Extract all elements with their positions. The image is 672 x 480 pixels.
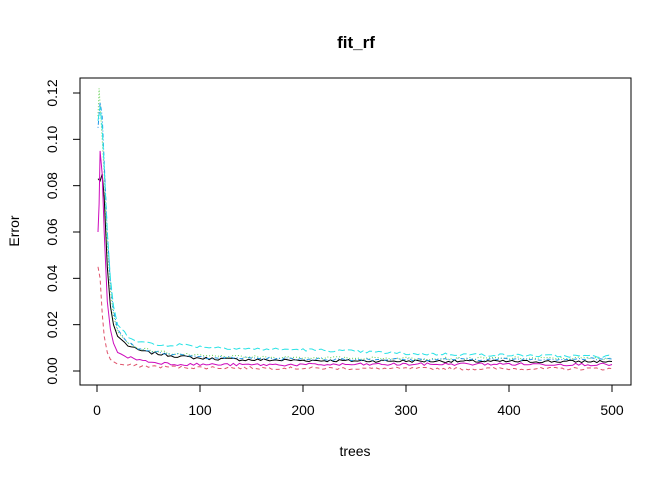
y-tick-label: 0.12 <box>44 79 60 106</box>
y-axis-label: Error <box>6 215 22 246</box>
x-axis: 0 100 200 300 400 500 <box>93 384 624 418</box>
series-line-1 <box>97 173 613 364</box>
series-line-3 <box>97 88 613 361</box>
series-line-2 <box>97 266 613 371</box>
series-line-4 <box>97 102 613 362</box>
x-tick-label: 100 <box>188 402 212 418</box>
x-tick-label: 400 <box>497 402 521 418</box>
y-tick-label: 0.02 <box>44 311 60 338</box>
x-tick-label: 0 <box>93 402 101 418</box>
y-tick-label: 0.10 <box>44 125 60 152</box>
x-tick-label: 500 <box>600 402 624 418</box>
x-axis-label: trees <box>339 443 370 459</box>
y-tick-label: 0.00 <box>44 357 60 384</box>
x-tick-label: 300 <box>394 402 418 418</box>
series-layer <box>97 88 613 371</box>
y-tick-label: 0.06 <box>44 218 60 245</box>
series-line-5 <box>97 106 613 359</box>
x-tick-label: 200 <box>291 402 315 418</box>
y-tick-label: 0.04 <box>44 264 60 291</box>
plot-frame <box>79 77 632 386</box>
y-axis: 0.00 0.02 0.04 0.06 0.08 0.10 0.12 <box>44 79 81 385</box>
chart-title: fit_rf <box>337 33 375 52</box>
y-tick-label: 0.08 <box>44 172 60 199</box>
series-line-6 <box>97 150 613 367</box>
